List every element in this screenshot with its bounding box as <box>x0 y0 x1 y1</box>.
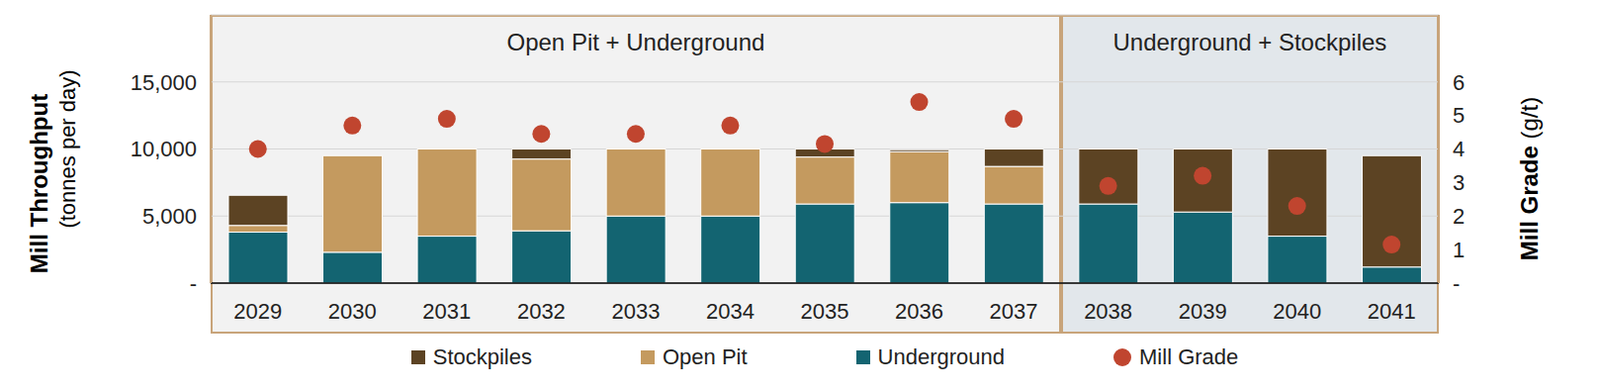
svg-text:2029: 2029 <box>233 298 282 324</box>
svg-text:2031: 2031 <box>422 298 471 324</box>
svg-text:2038: 2038 <box>1083 298 1133 324</box>
svg-text:Mill Grade (g/t): Mill Grade (g/t) <box>1515 96 1543 261</box>
svg-text:2041: 2041 <box>1367 298 1417 324</box>
svg-text:-: - <box>1452 270 1460 296</box>
svg-text:2033: 2033 <box>611 298 660 324</box>
svg-text:2039: 2039 <box>1178 298 1228 324</box>
svg-text:2036: 2036 <box>894 298 944 324</box>
svg-text:1: 1 <box>1452 237 1465 263</box>
svg-text:Mill Throughput: Mill Throughput <box>25 93 53 273</box>
html-text:Open Pit + Underground: Open Pit + Underground <box>506 28 765 56</box>
html-text:Mill Grade: Mill Grade <box>1139 344 1239 369</box>
svg-text:2040: 2040 <box>1272 298 1322 324</box>
svg-text:(tonnes per day): (tonnes per day) <box>55 69 81 228</box>
svg-text:4: 4 <box>1452 136 1465 162</box>
html-text:Stockpiles: Stockpiles <box>432 344 533 369</box>
svg-text:2035: 2035 <box>800 298 850 324</box>
svg-text:2: 2 <box>1452 203 1465 229</box>
svg-text:10,000: 10,000 <box>130 136 197 162</box>
svg-text:2037: 2037 <box>989 298 1039 324</box>
svg-text:-: - <box>189 270 197 296</box>
svg-text:3: 3 <box>1452 170 1465 195</box>
svg-text:15,000: 15,000 <box>130 70 197 95</box>
svg-text:5: 5 <box>1452 102 1465 128</box>
svg-text:2030: 2030 <box>328 298 377 324</box>
html-text:Open Pit: Open Pit <box>662 344 748 369</box>
svg-text:2034: 2034 <box>706 298 755 324</box>
svg-text:6: 6 <box>1452 70 1465 95</box>
html-text:Underground + Stockpiles: Underground + Stockpiles <box>1112 28 1387 56</box>
svg-text:2032: 2032 <box>517 298 566 324</box>
html-text:Underground: Underground <box>877 344 1005 369</box>
svg-text:5,000: 5,000 <box>142 203 197 229</box>
